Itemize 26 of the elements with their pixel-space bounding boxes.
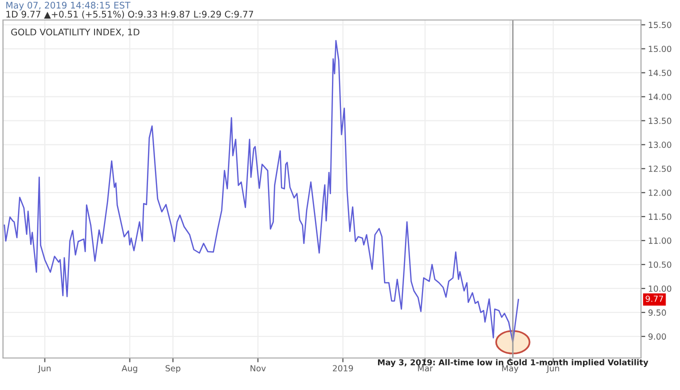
y-tick-label: 15.50	[648, 22, 672, 28]
x-tick-label: Sep	[166, 365, 180, 374]
y-tick-label: 9.50	[648, 309, 666, 316]
x-tick-label: Jun	[38, 365, 51, 373]
x-tick-label: Jun	[546, 365, 560, 373]
text: 9.77	[646, 296, 664, 302]
x-tick-label: Nov	[250, 365, 266, 372]
text: GOLD VOLATILITY INDEX, 1D	[11, 28, 140, 36]
y-tick-label: 12.50	[648, 166, 672, 172]
y-tick-label: 14.50	[648, 70, 672, 76]
x-tick-label: Aug	[122, 365, 138, 374]
y-tick-label: 14.00	[648, 94, 672, 100]
y-tick-label: 13.50	[648, 118, 672, 124]
x-tick-label: May	[502, 365, 518, 374]
y-tick-label: 9.00	[648, 333, 666, 340]
text: May 07, 2019 14:48:15 EST	[6, 2, 130, 10]
y-tick-label: 11.50	[648, 214, 672, 220]
y-tick-label: 15.00	[648, 46, 672, 52]
y-tick-label: 10.00	[648, 285, 672, 292]
y-tick-label: 10.50	[648, 261, 672, 268]
chart-subtitle: 1D 9.77 ▲+0.51 (+5.51%) O:9.33 H:9.87 L:9.29 C:9.77	[6, 10, 254, 19]
y-tick-label: 13.00	[648, 142, 672, 148]
y-tick-label: 11.00	[648, 238, 672, 244]
x-tick-label: 2019	[332, 365, 353, 372]
y-tick-label: 12.00	[648, 190, 672, 196]
x-tick-label: Mar	[418, 365, 433, 372]
